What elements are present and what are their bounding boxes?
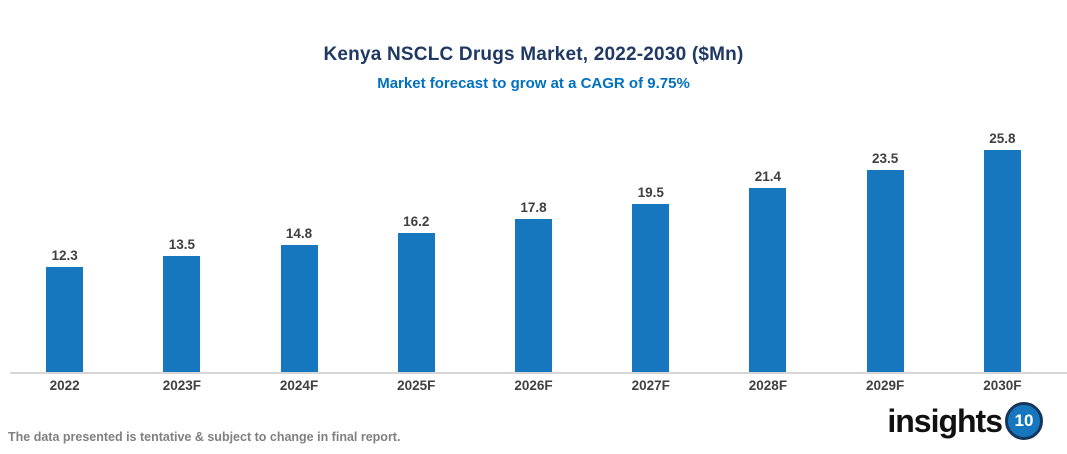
bar [280, 245, 318, 373]
disclaimer-text: The data presented is tentative & subjec… [8, 430, 401, 444]
bar-column: 21.4 [709, 169, 826, 373]
logo-badge-10: 10 [1005, 402, 1043, 440]
x-tick-label: 2023F [162, 378, 201, 393]
bar-value-label: 12.3 [51, 247, 78, 263]
bar-value-label: 25.8 [989, 131, 1016, 146]
bar-column: 13.5 [123, 237, 240, 373]
insights10-logo: insights 10 [887, 402, 1043, 440]
x-tick-label: 2028F [748, 378, 788, 393]
bar [397, 232, 435, 373]
bar-column: 25.8 [944, 131, 1061, 373]
chart-subtitle: Market forecast to grow at a CAGR of 9.7… [377, 75, 690, 92]
logo-text: insights [887, 402, 1003, 439]
x-tick-label: 2024F [279, 378, 319, 393]
bar-value-label: 17.8 [520, 200, 547, 216]
x-tick-label: 2022 [49, 378, 80, 393]
bar-column: 12.3 [6, 248, 123, 373]
bar-value-label: 23.5 [872, 150, 899, 166]
bar [514, 219, 552, 373]
bar [46, 266, 84, 373]
bar [749, 188, 787, 373]
x-axis-line [10, 372, 1067, 374]
bar [632, 204, 670, 373]
chart-title: Kenya NSCLC Drugs Market, 2022-2030 ($Mn… [323, 44, 744, 65]
x-tick-label: 2025F [397, 378, 436, 393]
bar [866, 169, 904, 373]
bar [983, 150, 1021, 373]
bar-value-label: 21.4 [754, 169, 782, 185]
bar-column: 19.5 [592, 185, 709, 373]
x-tick-label: 2030F [983, 378, 1022, 393]
plot: 12.3 13.5 14.8 16.2 17.8 19.5 21.4 23.5 25.8 [0, 130, 1067, 373]
bar-column: 14.8 [240, 226, 357, 373]
bar-column: 17.8 [475, 200, 592, 373]
bar-value-label: 16.2 [403, 213, 430, 229]
x-tick-label: 2027F [631, 378, 670, 393]
x-tick-label: 2029F [866, 378, 905, 393]
bar-column: 23.5 [827, 151, 944, 373]
bar [163, 256, 201, 373]
bar-value-label: 19.5 [637, 185, 664, 201]
bar-column: 16.2 [358, 214, 475, 373]
x-tick-label: 2026F [514, 378, 553, 393]
bar-value-label: 13.5 [168, 237, 195, 253]
bar-value-label: 14.8 [285, 226, 313, 242]
x-axis-labels: 2022 2023F 2024F 2025F 2026F 2027F 2028F 2029F 2… [0, 378, 1067, 393]
